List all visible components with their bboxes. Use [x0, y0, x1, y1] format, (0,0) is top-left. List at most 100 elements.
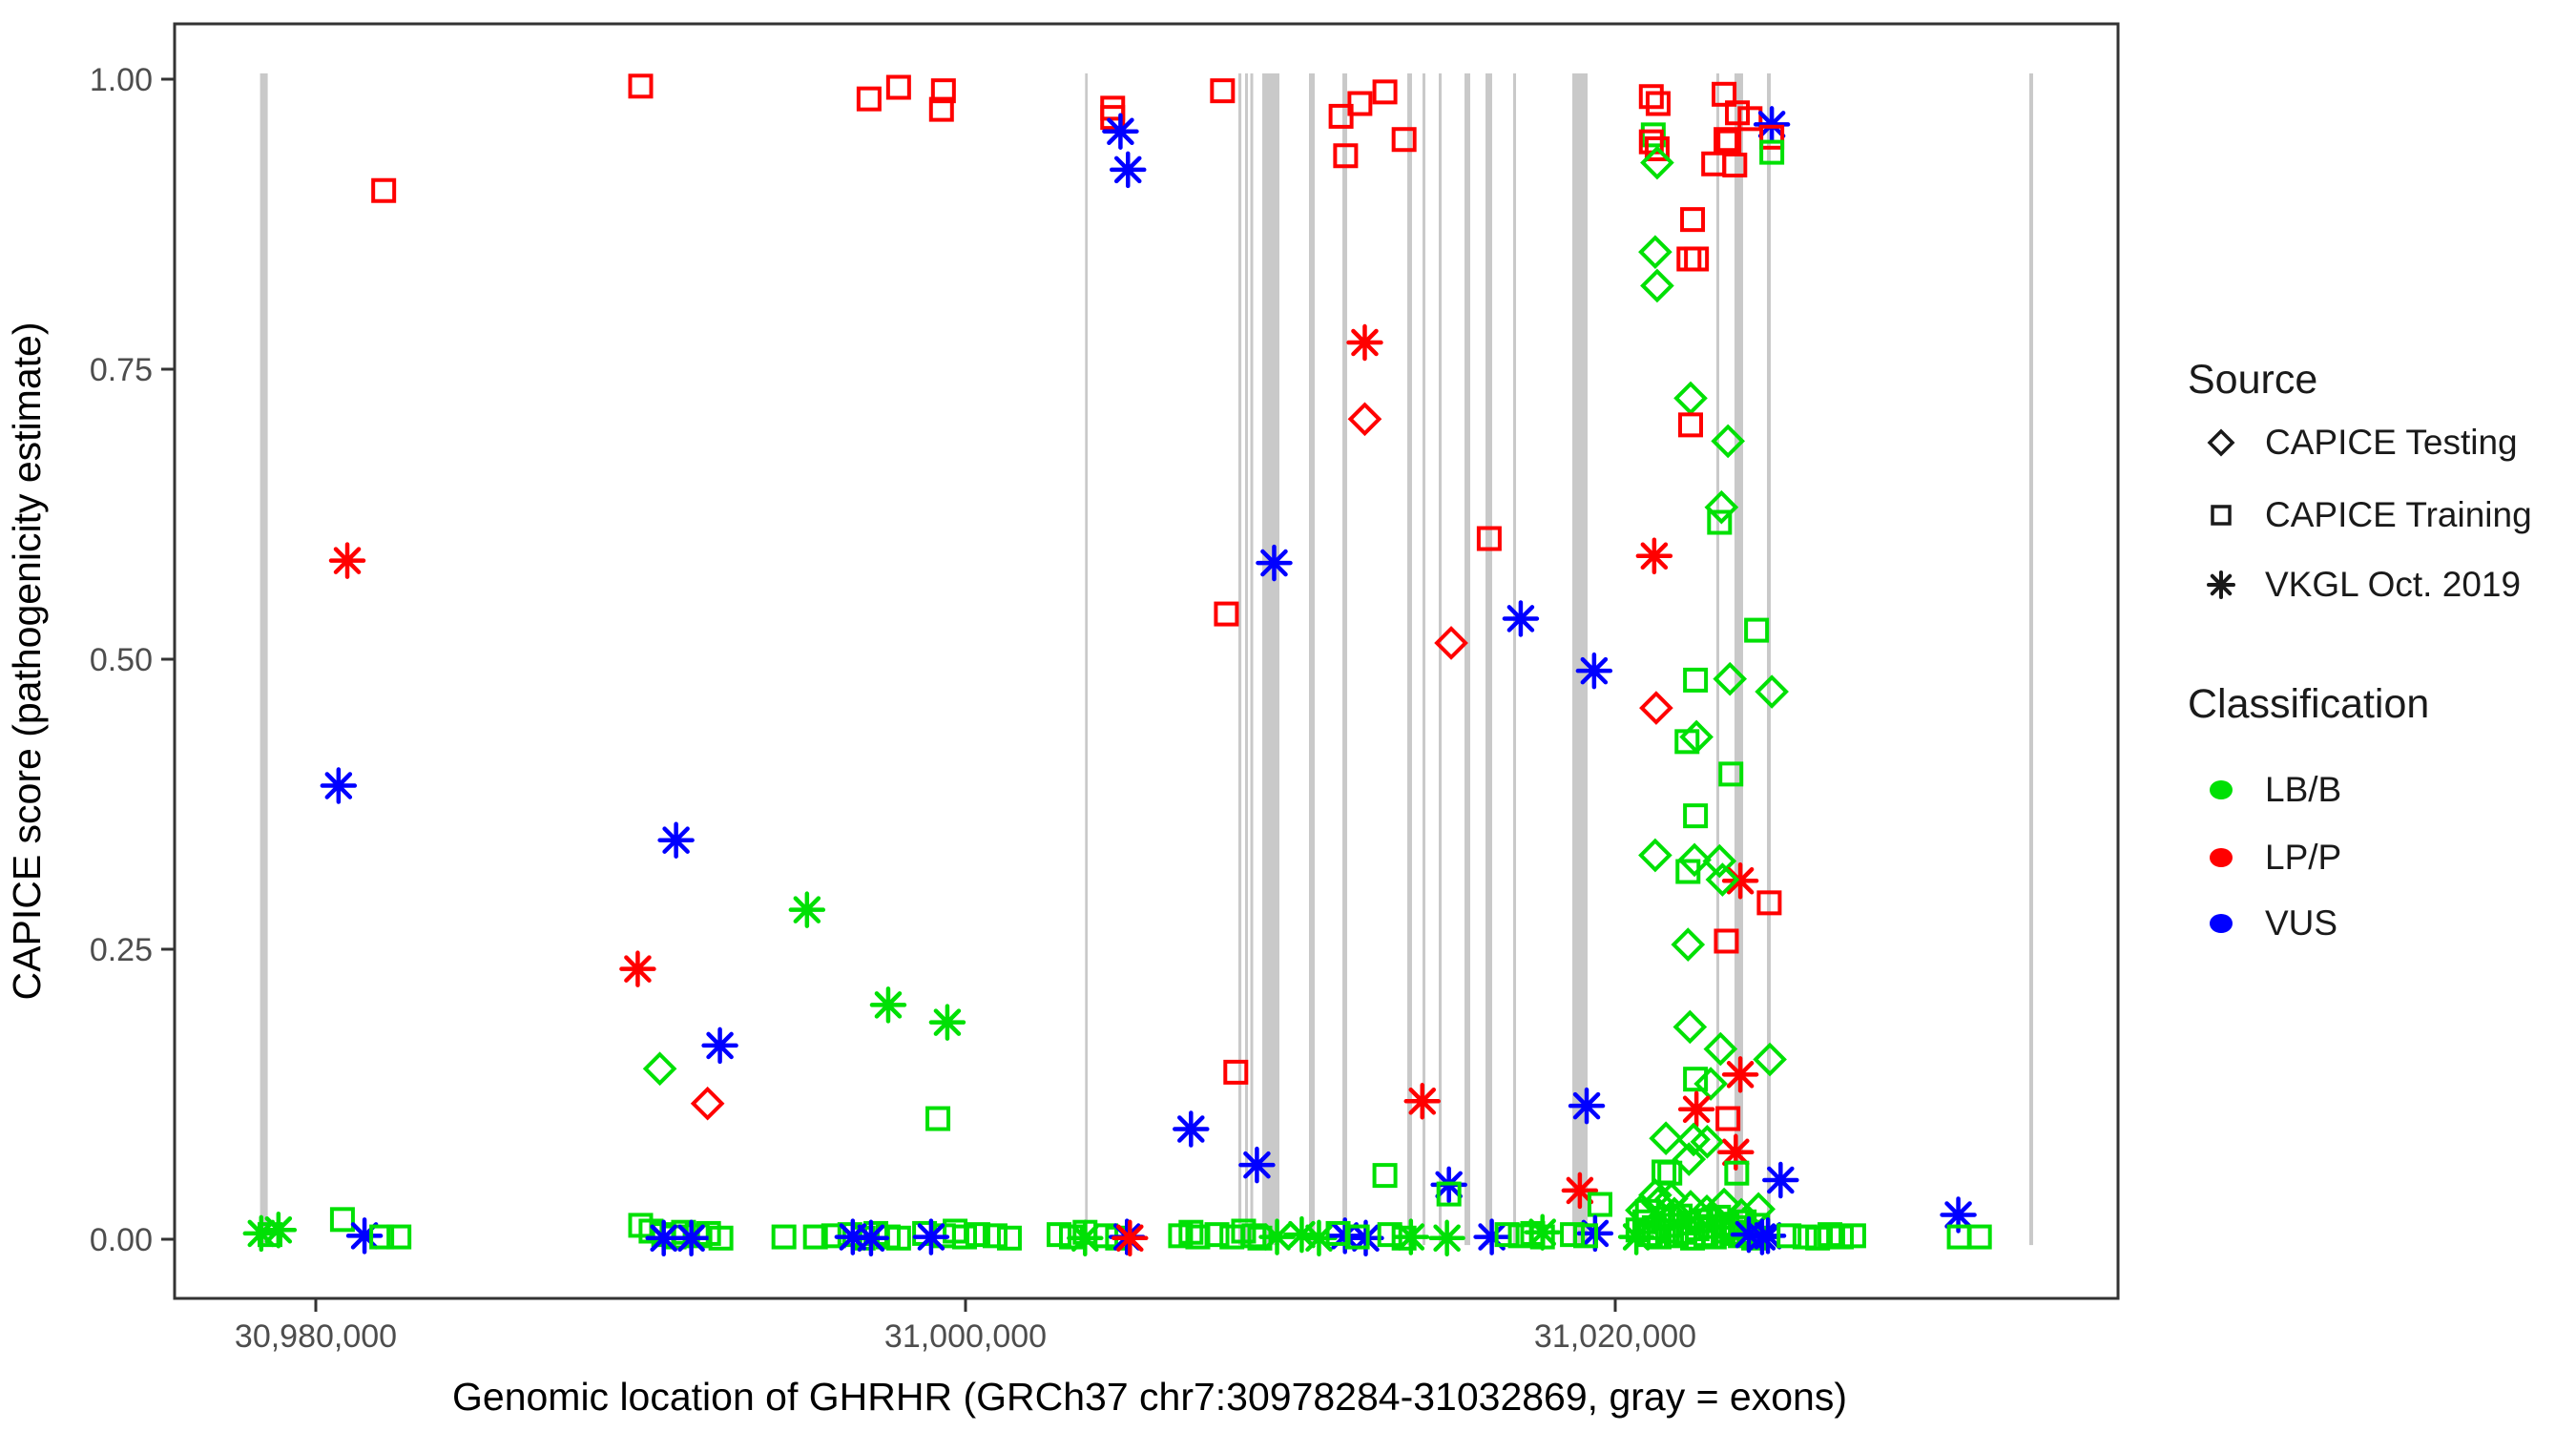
data-point-vkgl-lbb [869, 986, 907, 1024]
data-point-testing-lbb [1638, 838, 1672, 873]
data-point-training-lbb [671, 1219, 696, 1245]
data-point-training-lbb [1759, 139, 1785, 165]
legend-classification-item-label: LP/P [2265, 838, 2341, 877]
data-point-training-lpp [1680, 207, 1706, 233]
data-point-training-lbb [1587, 1192, 1612, 1217]
data-point-testing-lpp [1434, 626, 1468, 660]
data-point-training-lpp [628, 73, 654, 99]
x-tick-label: 30,980,000 [235, 1318, 397, 1355]
data-point-training-lpp [1716, 129, 1742, 155]
data-point-training-lbb [1792, 1224, 1818, 1250]
axes-layer: 30,980,000 31,000,000 31,020,000 0.00 0.25 0.… [90, 62, 1696, 1355]
data-point-testing-lbb [1679, 719, 1714, 755]
y-tick-label: 0.75 [90, 352, 153, 388]
data-point-testing-lbb [1657, 1196, 1692, 1232]
data-point-testing-lbb [1640, 145, 1674, 180]
data-point-training-lbb [708, 1225, 734, 1251]
data-point-testing-lbb [1690, 1193, 1724, 1229]
data-point-testing-lbb [1672, 1142, 1707, 1176]
data-point-training-lpp [1645, 91, 1671, 116]
data-point-training-lpp [1214, 601, 1239, 627]
data-point-training-lpp [1715, 1106, 1741, 1131]
data-point-testing-lbb [1703, 1031, 1738, 1067]
data-point-training-lbb [982, 1223, 1008, 1249]
data-point-testing-lpp [1347, 402, 1382, 437]
data-point-vkgl-lpp [1346, 323, 1383, 362]
data-point-testing-lbb [1677, 842, 1712, 878]
data-point-testing-lbb [1705, 862, 1740, 897]
data-point-vkgl-vus [1256, 544, 1293, 582]
data-point-training-lbb [1744, 617, 1770, 643]
data-point-training-lbb [951, 1224, 977, 1250]
data-point-vkgl-lpp [1635, 537, 1673, 575]
data-point-vkgl-lbb [1428, 1219, 1465, 1257]
data-point-testing-lbb [1672, 1009, 1708, 1045]
legend-source-item-label: CAPICE Training [2265, 495, 2532, 534]
data-point-training-lpp [371, 177, 397, 203]
data-point-testing-lpp [1639, 691, 1673, 725]
data-point-vkgl-lbb [1617, 1218, 1655, 1255]
data-point-training-lpp [1391, 127, 1417, 153]
exon-bar [1439, 73, 1443, 1246]
data-point-training-lbb [1707, 509, 1733, 535]
exon-bar [1407, 73, 1412, 1246]
data-point-training-lbb [638, 1218, 664, 1244]
data-point-testing-lbb [642, 1051, 677, 1087]
data-point-testing-lbb [1707, 1187, 1741, 1222]
data-point-training-lbb [1840, 1223, 1866, 1249]
data-point-training-lbb [1683, 803, 1709, 829]
legend-source-item-label: CAPICE Testing [2265, 423, 2518, 462]
exon-bar [260, 73, 268, 1246]
data-point-training-lpp [1677, 412, 1703, 438]
data-point-vkgl-vus [1347, 1219, 1384, 1257]
data-point-training-lbb [965, 1222, 990, 1248]
data-points-layer [242, 73, 1992, 1257]
legend-classification-item-label: VUS [2265, 903, 2337, 943]
data-point-vkgl-vus [1753, 106, 1791, 143]
data-point-training-lbb [996, 1225, 1022, 1251]
data-point-vkgl-vus [1173, 1110, 1210, 1148]
data-point-training-lbb [1683, 1067, 1709, 1092]
data-point-vkgl-vus [345, 1217, 384, 1255]
data-point-testing-lbb [1641, 1186, 1675, 1221]
data-point-testing-lpp [690, 1086, 725, 1121]
exon-bar [1245, 73, 1249, 1246]
legend-color-dot [2210, 848, 2233, 867]
y-axis-title: CAPICE score (pathogenicity estimate) [5, 322, 49, 1001]
data-point-training-lbb [386, 1224, 412, 1250]
data-point-testing-lbb [1640, 268, 1674, 303]
exon-bar [1571, 73, 1588, 1246]
legend-source-item-label: VKGL Oct. 2019 [2265, 565, 2521, 604]
data-point-training-lpp [1756, 890, 1782, 916]
data-point-training-lpp [1328, 103, 1354, 129]
y-tick-label: 0.50 [90, 642, 153, 678]
exon-bar [1342, 73, 1348, 1246]
data-point-training-lpp [1644, 135, 1670, 161]
data-point-vkgl-lpp [1721, 862, 1759, 900]
data-point-training-lpp [930, 78, 956, 104]
data-point-vkgl-lpp [1561, 1172, 1599, 1210]
data-point-training-lbb [1494, 1222, 1520, 1248]
legend-source-title: Source [2188, 357, 2317, 403]
data-point-vkgl-lpp [1721, 1056, 1759, 1093]
data-point-testing-lbb [1711, 424, 1745, 459]
exon-bar [1734, 73, 1743, 1246]
data-point-training-lpp [856, 86, 882, 112]
data-point-training-lpp [1684, 246, 1710, 272]
data-point-vkgl-lbb [1392, 1218, 1430, 1255]
data-point-training-lbb [837, 1222, 862, 1248]
data-point-vkgl-vus [1238, 1146, 1276, 1184]
data-point-testing-lbb [1676, 1122, 1711, 1157]
data-point-vkgl-lbb [1258, 1218, 1296, 1255]
exon-bar [1238, 73, 1242, 1246]
exon-bars-layer [260, 73, 2033, 1246]
data-point-training-lbb [1377, 1222, 1402, 1248]
data-point-training-lbb [1344, 1224, 1370, 1250]
data-point-vkgl-vus [701, 1027, 738, 1065]
data-point-training-lpp [1722, 152, 1748, 177]
exon-bar [1309, 73, 1316, 1246]
legend-color-dot [2210, 914, 2233, 933]
